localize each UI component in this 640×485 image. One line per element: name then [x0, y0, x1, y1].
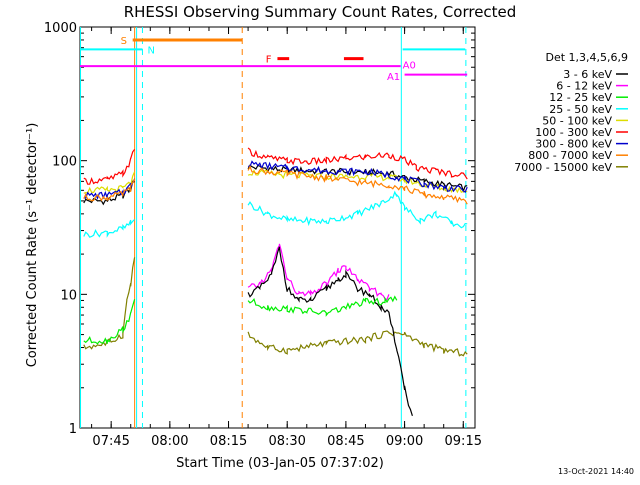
attenuator-a0-label: A0 — [403, 60, 416, 71]
x-tick-label: 08:45 — [327, 434, 364, 449]
series-line — [247, 330, 468, 357]
x-tick-label: 08:00 — [151, 434, 188, 449]
series-line — [247, 246, 413, 416]
flare-label: F — [266, 55, 272, 66]
legend-label: 7000 - 15000 keV — [514, 161, 612, 174]
legend-label: 25 - 50 keV — [549, 103, 612, 116]
series-line — [247, 243, 390, 301]
attenuator-state-label: S — [121, 36, 127, 47]
x-tick-label: 07:45 — [92, 434, 129, 449]
legend-label: 3 - 6 keV — [563, 68, 612, 81]
legend-label: 300 - 800 keV — [535, 138, 612, 151]
legend-title: Det 1,3,4,5,6,9 — [545, 51, 628, 64]
x-tick-label: 09:00 — [386, 434, 423, 449]
night-label: N — [147, 45, 154, 56]
legend-label: 6 - 12 keV — [556, 80, 612, 93]
footer-timestamp: 13-Oct-2021 14:40 — [558, 467, 634, 476]
legend-label: 100 - 300 keV — [535, 126, 612, 139]
x-axis-label: Start Time (03-Jan-05 07:37:02) — [176, 456, 384, 471]
series-line — [83, 299, 136, 345]
legend-label: 12 - 25 keV — [549, 91, 612, 104]
series-line — [83, 219, 136, 238]
y-tick-label: 100 — [52, 155, 77, 170]
series-line — [83, 149, 136, 185]
series-line — [247, 190, 468, 229]
y-tick-label: 10 — [60, 288, 77, 303]
chart-title: RHESSI Observing Summary Count Rates, Co… — [124, 3, 517, 21]
series-line — [83, 178, 136, 200]
series-line — [247, 147, 468, 180]
y-tick-label: 1 — [69, 422, 77, 437]
y-tick-label: 1000 — [44, 21, 77, 36]
plot-area: 1 10 100 1000 07:45 08:00 08:15 08:30 08:45 09:00… — [44, 21, 482, 449]
legend-label: 800 - 7000 keV — [528, 149, 612, 162]
series-line — [248, 160, 468, 193]
y-axis-label: Corrected Count Rate (s⁻¹ detector⁻¹) — [25, 123, 40, 368]
series-line — [247, 295, 398, 317]
series-line — [247, 164, 468, 205]
x-tick-label: 09:15 — [445, 434, 482, 449]
x-tick-label: 08:15 — [210, 434, 247, 449]
series-line — [83, 257, 136, 350]
x-tick-label: 08:30 — [268, 434, 305, 449]
legend-label: 50 - 100 keV — [542, 114, 612, 127]
attenuator-a1-label: A1 — [387, 72, 400, 83]
plot-frame — [79, 26, 476, 429]
series-line — [83, 171, 136, 194]
series-line — [83, 178, 136, 202]
